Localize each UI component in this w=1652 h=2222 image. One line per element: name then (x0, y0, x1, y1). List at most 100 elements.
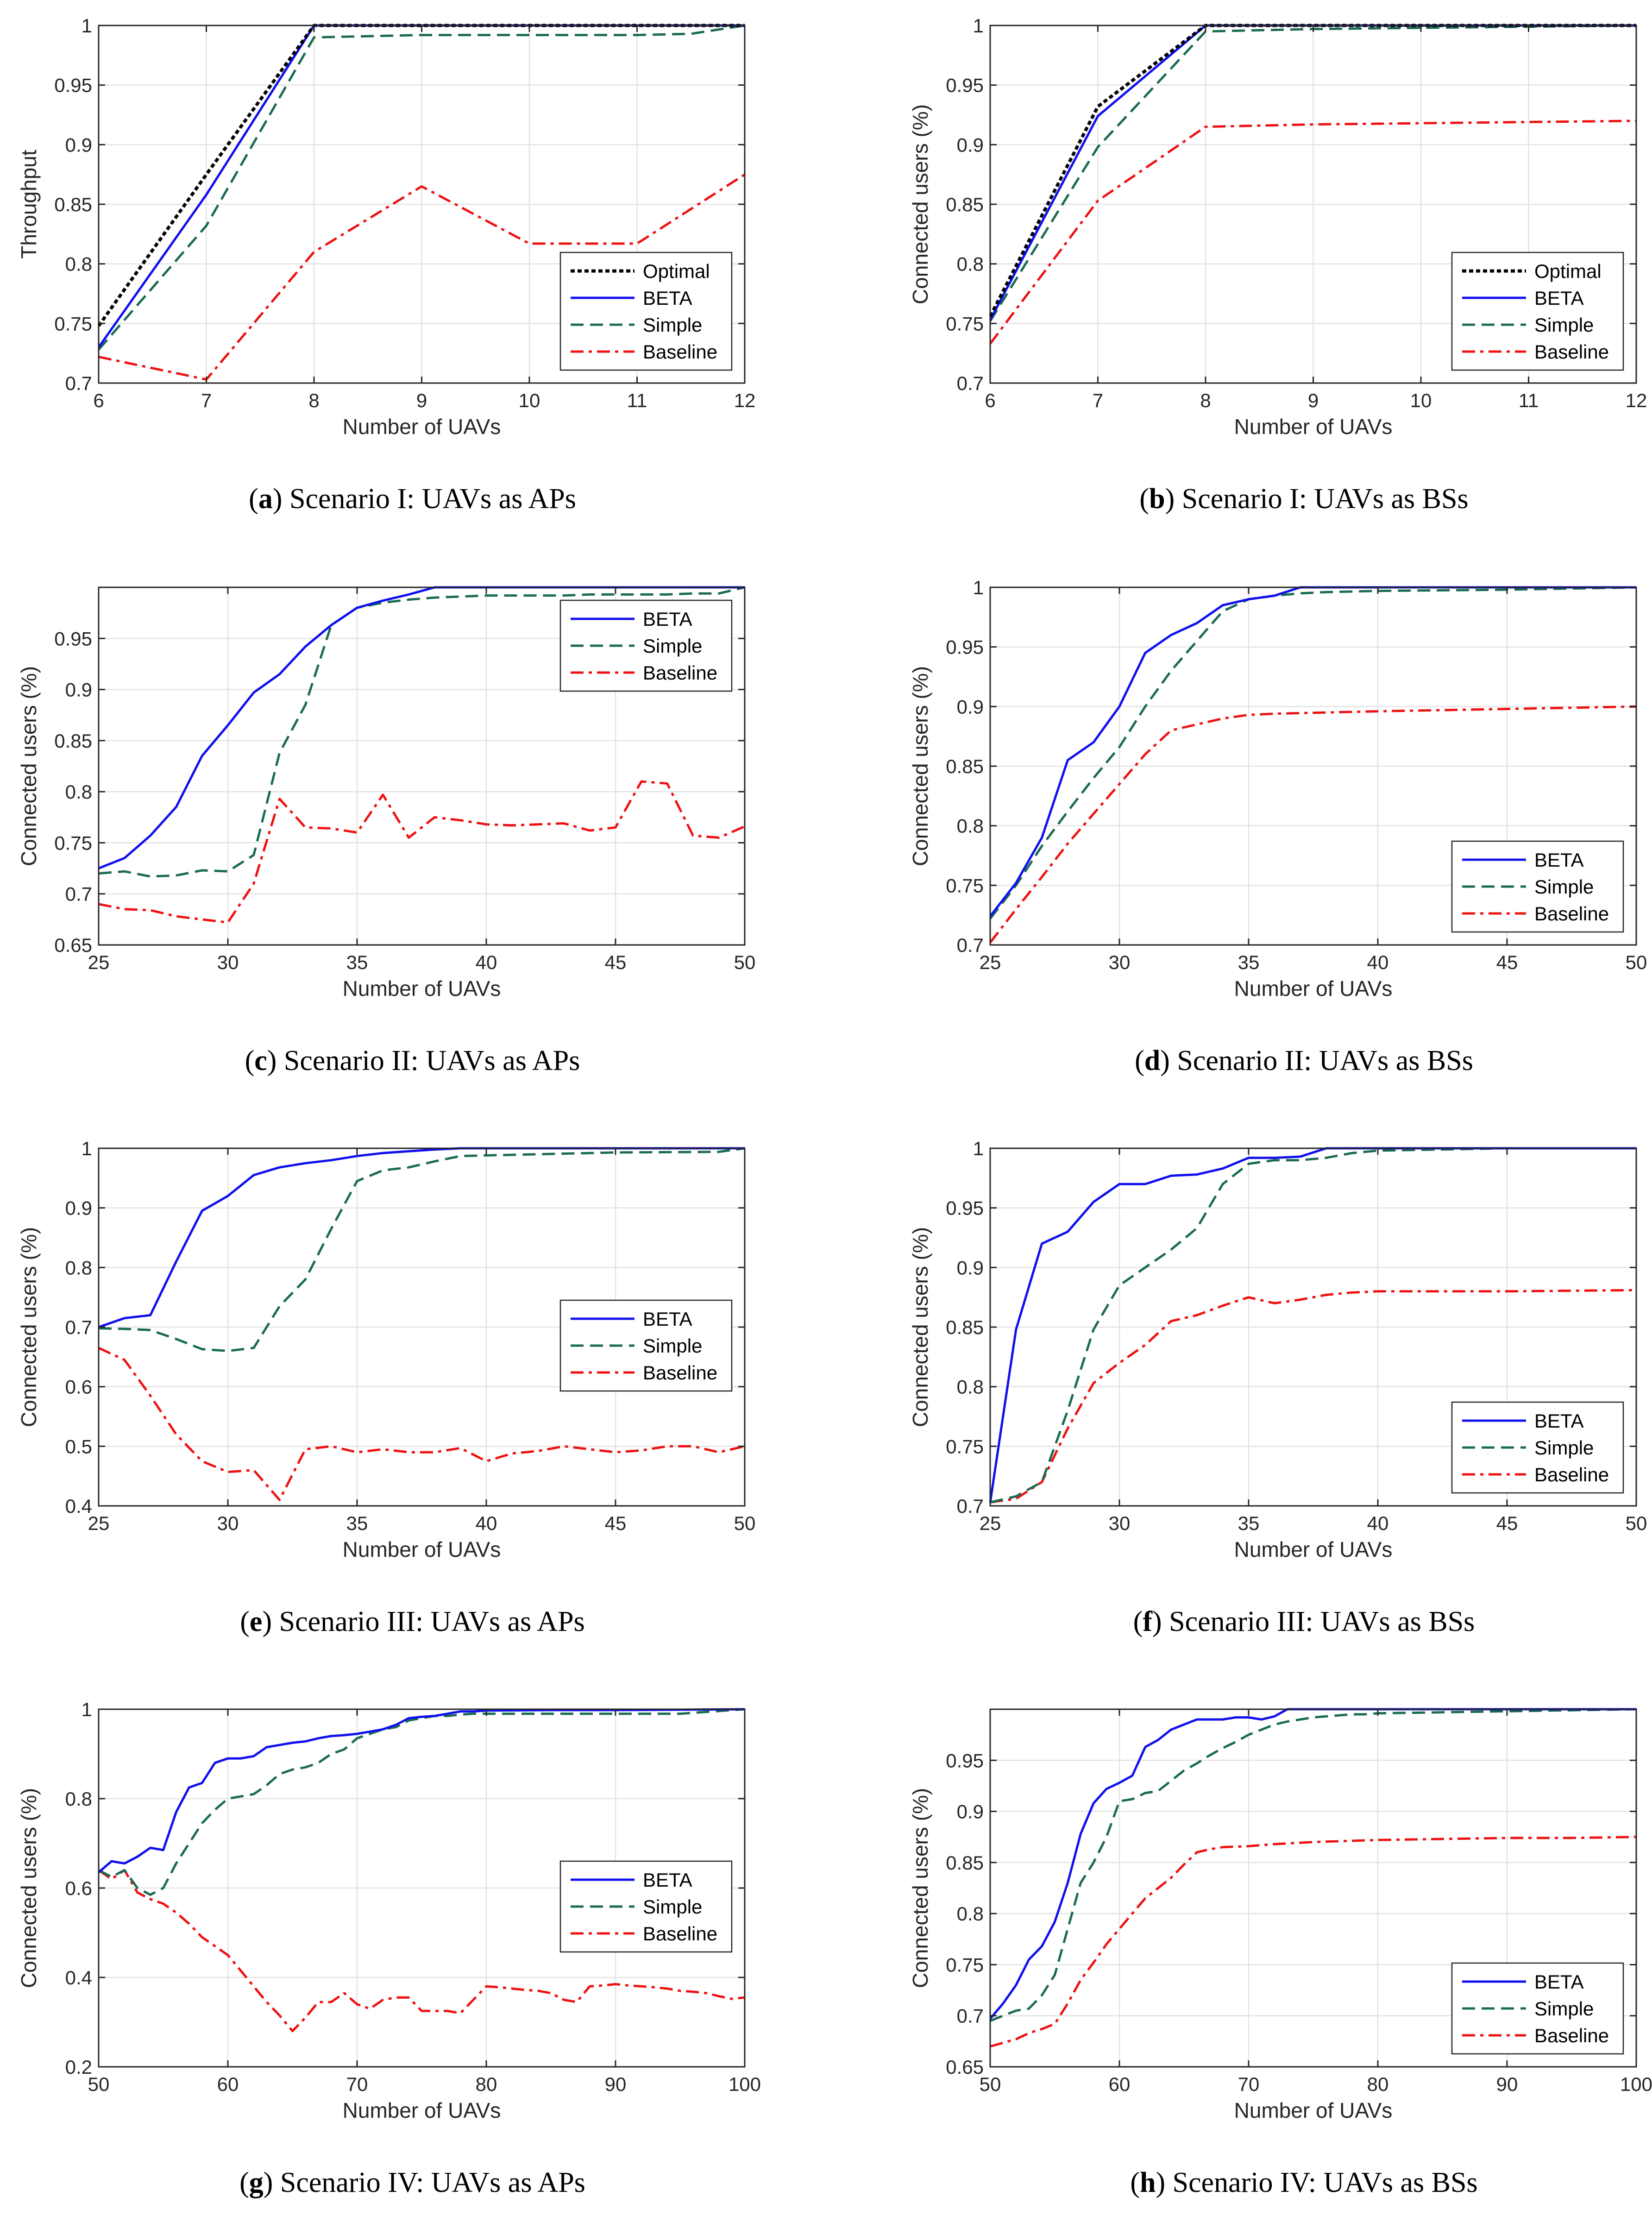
legend-label-baseline: Baseline (643, 1362, 717, 1384)
caption-text: Scenario II: UAVs as BSs (1177, 1045, 1473, 1076)
x-tick-label: 11 (627, 390, 647, 411)
y-tick-label: 1 (82, 15, 92, 37)
y-axis-label: Connected users (%) (17, 1227, 41, 1427)
y-axis-label: Connected users (%) (908, 1227, 932, 1427)
caption-paren-close: ) (267, 1045, 284, 1076)
series-line-baseline (990, 1836, 1637, 2048)
y-tick-label: 0.6 (65, 1376, 92, 1398)
y-axis-label: Connected users (%) (908, 104, 932, 304)
x-tick-label: 35 (346, 951, 368, 973)
y-tick-label: 0.95 (54, 75, 92, 96)
legend-label-baseline: Baseline (643, 341, 717, 363)
y-tick-label: 1 (973, 1138, 984, 1159)
caption-paren-close: ) (1165, 483, 1182, 515)
y-tick-label: 0.8 (65, 1257, 92, 1278)
x-tick-label: 35 (346, 1512, 368, 1534)
legend-label-simple: Simple (1534, 1437, 1594, 1459)
legend-label-baseline: Baseline (1534, 341, 1609, 363)
caption-text: Scenario I: UAVs as APs (289, 483, 576, 515)
legend-box (1451, 840, 1624, 933)
legend-box (1451, 1962, 1624, 2055)
caption-text: Scenario III: UAVs as APs (279, 1606, 585, 1637)
x-tick-label: 100 (1620, 2073, 1652, 2095)
x-tick-label: 10 (519, 390, 540, 411)
y-tick-label: 0.7 (957, 372, 984, 394)
caption-letter: e (250, 1606, 263, 1637)
x-axis-label: Number of UAVs (1234, 2098, 1393, 2122)
series-line-simple (98, 1147, 745, 1352)
x-axis-label: Number of UAVs (343, 2098, 501, 2122)
legend: BETA Simple Baseline (559, 1299, 733, 1392)
x-tick-label: 11 (1519, 390, 1539, 411)
legend-label-optimal: Optimal (643, 260, 710, 282)
x-axis-label: Number of UAVs (1234, 976, 1393, 1001)
legend-label-baseline: Baseline (1534, 903, 1609, 925)
legend: BETA Simple Baseline (559, 599, 733, 692)
legend-label-simple: Simple (643, 635, 702, 657)
series-line-baseline (98, 1347, 745, 1501)
y-tick-label: 0.8 (65, 1788, 92, 1810)
legend-label-simple: Simple (1534, 314, 1594, 336)
x-axis-label: Number of UAVs (343, 1537, 501, 1561)
legend-label-simple: Simple (643, 314, 702, 336)
y-tick-label: 1 (82, 1138, 92, 1159)
series-group (98, 1708, 745, 2033)
axes-frame (989, 1708, 1637, 2068)
x-tick-label: 30 (1109, 951, 1131, 973)
y-tick-label: 0.75 (946, 1954, 984, 1976)
y-tick-label: 0.85 (946, 194, 984, 215)
y-tick-label: 0.7 (65, 1316, 92, 1338)
x-tick-label: 12 (1626, 390, 1647, 411)
x-tick-label: 25 (88, 1512, 110, 1534)
chart-panel-c: 25 30 35 40 45 50 0.65 0.7 0.75 0.8 0.85 0.9 0.95 Num… (17, 586, 755, 1076)
caption-letter: g (249, 2167, 264, 2198)
caption-letter: h (1140, 2167, 1156, 2198)
x-tick-label: 50 (734, 1512, 756, 1534)
x-tick-label: 45 (605, 1512, 627, 1534)
panel-caption: (b) Scenario I: UAVs as BSs (1139, 483, 1468, 515)
y-axis-label: Connected users (%) (908, 666, 932, 866)
y-tick-label: 0.4 (65, 1967, 92, 1989)
x-tick-label: 50 (1626, 951, 1647, 973)
legend-label-beta: BETA (643, 287, 692, 309)
x-tick-label: 7 (201, 390, 212, 411)
chart-panel-f: 25 30 35 40 45 50 0.7 0.75 0.8 0.85 0.9 0.95 1 Number… (908, 1138, 1647, 1637)
legend: BETA Simple Baseline (1451, 1962, 1624, 2055)
series-line-simple (98, 1708, 745, 1896)
caption-letter: c (254, 1045, 267, 1076)
ticks: 50 60 70 80 90 100 0.65 0.7 0.75 0.8 0.85 0.9 0.95 (946, 1709, 1652, 2095)
x-tick-label: 45 (1496, 1512, 1518, 1534)
panel-caption: (c) Scenario II: UAVs as APs (245, 1045, 580, 1076)
y-tick-label: 0.8 (957, 1903, 984, 1925)
y-tick-label: 0.9 (957, 696, 984, 718)
legend-label-baseline: Baseline (1534, 2025, 1609, 2046)
y-tick-label: 0.2 (65, 2056, 92, 2078)
y-tick-label: 0.8 (65, 781, 92, 803)
y-tick-label: 0.9 (957, 1801, 984, 1823)
chart-panel-a: 6 7 8 9 10 11 12 0.7 0.75 0.8 0.85 0.9 0.95 1 Number o… (17, 15, 755, 515)
y-tick-label: 0.85 (946, 755, 984, 777)
legend-label-baseline: Baseline (643, 1923, 717, 1945)
legend-label-beta: BETA (1534, 287, 1584, 309)
y-axis-label: Connected users (%) (17, 1788, 41, 1988)
panel-caption: (a) Scenario I: UAVs as APs (249, 483, 576, 515)
x-tick-label: 8 (1200, 390, 1211, 411)
caption-paren-open: ( (1135, 1045, 1144, 1076)
legend-label-simple: Simple (643, 1896, 702, 1918)
x-tick-label: 90 (1496, 2073, 1518, 2095)
chart-panel-e: 25 30 35 40 45 50 0.4 0.5 0.6 0.7 0.8 0.9 1 Number of… (17, 1138, 755, 1637)
y-tick-label: 0.65 (54, 934, 92, 956)
chart-panel-d: 25 30 35 40 45 50 0.7 0.75 0.8 0.85 0.9 0.95 1 Number… (908, 577, 1647, 1076)
caption-paren-open: ( (1139, 483, 1149, 515)
x-tick-label: 9 (1308, 390, 1319, 411)
y-tick-label: 0.9 (957, 1257, 984, 1278)
series-line-baseline (98, 1869, 745, 2033)
legend: BETA Simple Baseline (1451, 840, 1624, 933)
x-tick-label: 25 (88, 951, 110, 973)
x-tick-label: 40 (1367, 1512, 1389, 1534)
x-tick-label: 50 (88, 2073, 110, 2095)
x-axis-label: Number of UAVs (343, 976, 501, 1001)
y-tick-label: 0.85 (946, 1852, 984, 1874)
y-tick-label: 0.6 (65, 1877, 92, 1899)
